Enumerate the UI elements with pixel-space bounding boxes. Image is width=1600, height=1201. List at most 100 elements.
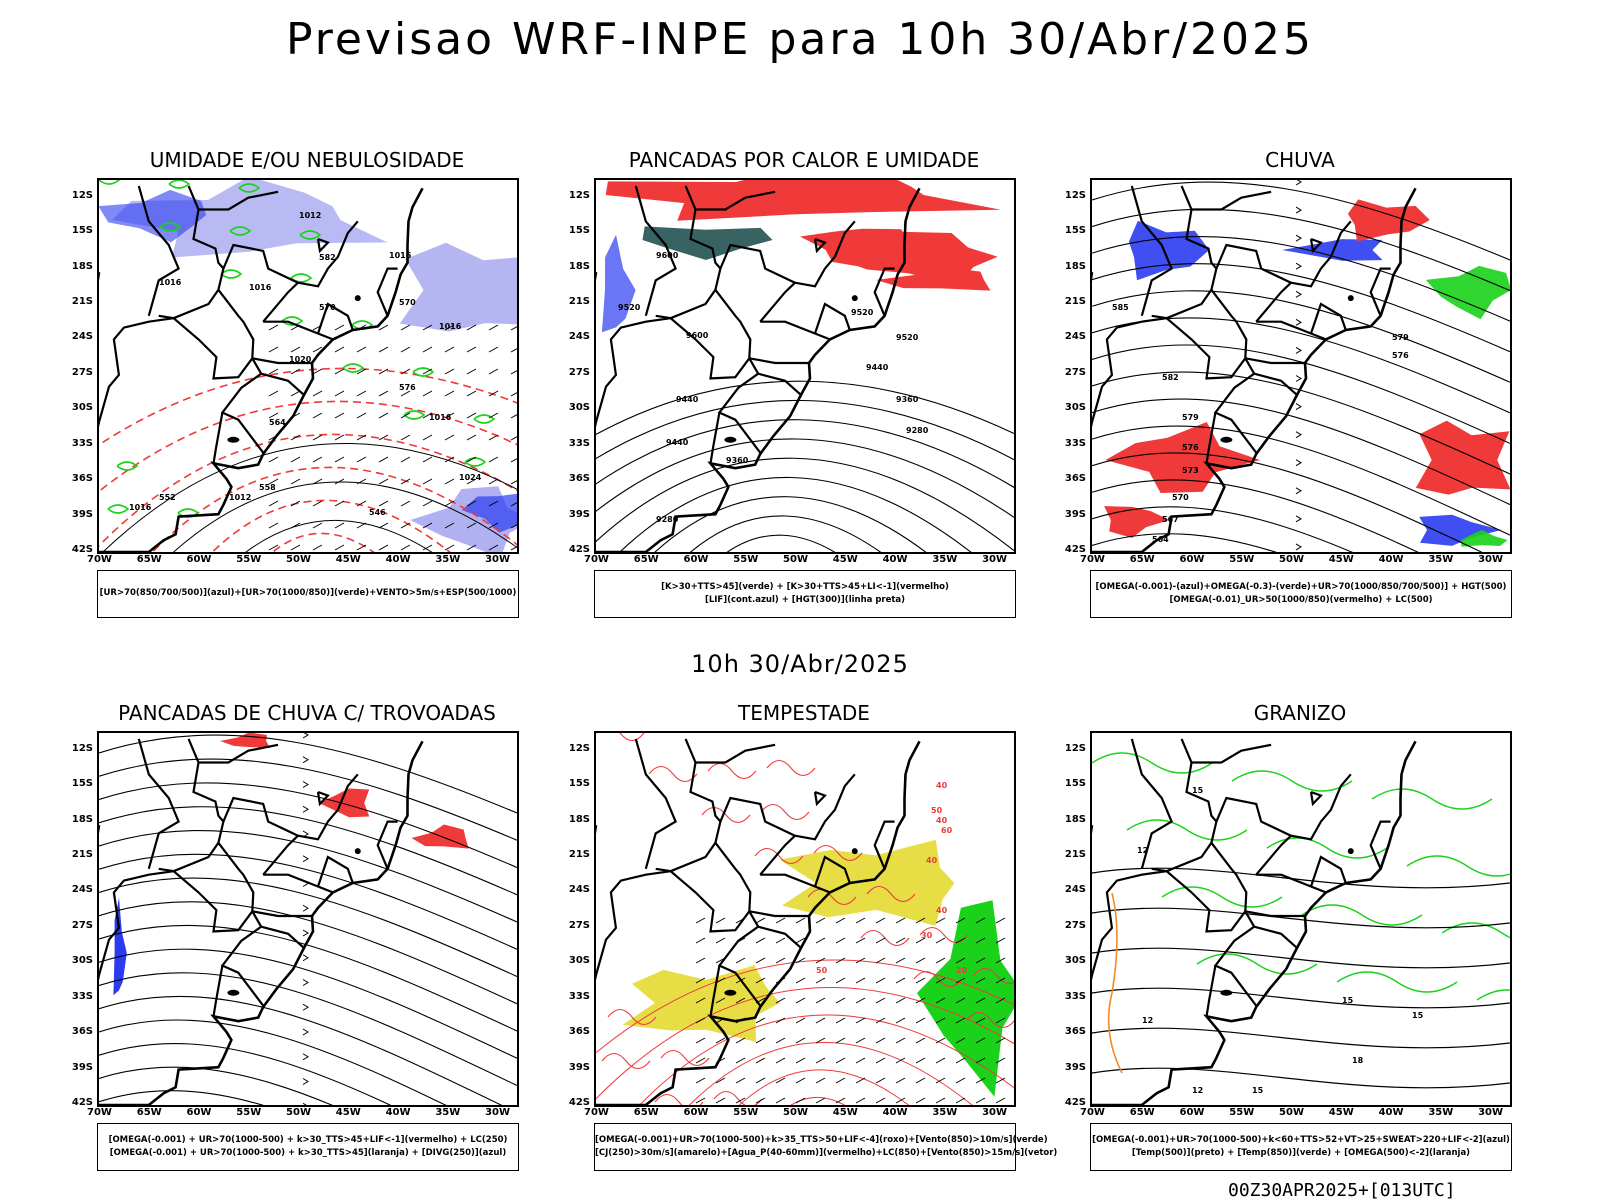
contour-label: 12 [1192, 1086, 1203, 1095]
lon-tick-label: 30W [982, 1107, 1008, 1118]
lon-tick-label: 40W [1378, 554, 1404, 565]
lat-tick-label: 24S [568, 331, 590, 343]
legend-tempestade: [OMEGA(-0.001)+UR>70(1000-500)+k>35_TTS>… [594, 1123, 1057, 1171]
lon-tick-label: 55W [1229, 1107, 1255, 1118]
lon-tick-label: 70W [1080, 554, 1105, 565]
lat-tick-label: 15S [1064, 778, 1086, 790]
lat-tick-label: 15S [71, 778, 93, 790]
lon-tick-label: 45W [832, 554, 858, 565]
lon-tick-label: 45W [1328, 1107, 1354, 1118]
lon-tick-label: 40W [385, 554, 411, 565]
lat-tick-label: 36S [71, 473, 93, 485]
lat-tick-label: 24S [568, 884, 590, 896]
map-granizo: 15 12 15 12 15 18 12 15 [1090, 731, 1512, 1107]
map-canvas: 9600 9520 9600 9520 9440 9440 9360 9520 9280 9360… [596, 180, 1014, 552]
footer-timestamp: 00Z30APR2025+[013UTC] [1228, 1180, 1456, 1201]
contour-label: 1016 [389, 251, 412, 260]
contour-label: 40 [936, 816, 948, 825]
lat-tick-label: 39S [1064, 1061, 1086, 1073]
lat-tick-label: 42S [568, 544, 590, 555]
lon-tick-label: 70W [87, 1107, 112, 1118]
lat-tick-label: 42S [1064, 544, 1086, 555]
lon-tick-label: 45W [832, 1107, 858, 1118]
map-canvas: 585 582 579 576 573 570 567 564 579 576 [1092, 180, 1510, 552]
lat-tick-label: 36S [71, 1026, 93, 1038]
contour-label: 9280 [906, 426, 929, 435]
legend-pancadas-por-calor-e-umidade: [K>30+TTS>45](verde) + [K>30+TTS>45+LI<-… [594, 570, 1016, 618]
lat-tick-label: 18S [71, 260, 93, 272]
contour-label: 9280 [656, 515, 679, 524]
contour-label: 579 [1182, 413, 1199, 422]
contour-label: 1024 [459, 473, 482, 482]
lat-tick-label: 39S [568, 508, 590, 520]
lat-tick-label: 24S [71, 884, 93, 896]
lon-tick-label: 60W [683, 1107, 709, 1118]
lon-tick-label: 55W [733, 1107, 759, 1118]
lat-tick-label: 12S [71, 742, 93, 754]
legend-line: [K>30+TTS>45](verde) + [K>30+TTS>45+LI<-… [661, 582, 949, 592]
lat-tick-label: 21S [568, 296, 590, 307]
legend-line: [OMEGA(-0.001) + UR>70(1000-500) + k>30_… [108, 1135, 508, 1145]
lon-tick-label: 50W [1279, 1107, 1304, 1118]
lat-tick-label: 24S [71, 331, 93, 343]
panel-title-pancadas-de-chuva-c-trovoadas: PANCADAS DE CHUVA C/ TROVOADAS [118, 701, 496, 725]
lon-tick-label: 30W [1478, 554, 1504, 565]
contour-label: 1016 [439, 322, 462, 331]
map-pancadas-por-calor-e-umidade: 9600 9520 9600 9520 9440 9440 9360 9520 9280 9360… [594, 178, 1016, 554]
lat-tick-label: 27S [1064, 366, 1086, 378]
lat-tick-label: 27S [71, 366, 93, 378]
contour-label: 9520 [618, 303, 641, 312]
contour-label: 50 [816, 966, 828, 975]
panel-title-pancadas-por-calor-e-umidade: PANCADAS POR CALOR E UMIDADE [628, 148, 980, 172]
lon-tick-label: 65W [1129, 1107, 1155, 1118]
contour-label: 1012 [299, 211, 321, 220]
contour-label: 552 [159, 493, 176, 502]
lon-tick-label: 65W [136, 554, 162, 565]
lat-tick-label: 21S [71, 296, 93, 307]
lon-tick-label: 40W [385, 1107, 411, 1118]
lon-tick-label: 70W [584, 554, 609, 565]
lat-tick-label: 33S [568, 437, 590, 449]
lon-tick-label: 60W [1179, 554, 1205, 565]
lon-tick-label: 30W [485, 1107, 511, 1118]
contour-label: 1012 [229, 493, 251, 502]
contour-label: 564 [1152, 535, 1169, 544]
lon-tick-label: 55W [236, 554, 262, 565]
map-canvas: 15 12 15 12 15 18 12 15 [1092, 738, 1510, 1105]
lat-tick-label: 36S [568, 473, 590, 485]
lon-tick-label: 65W [136, 1107, 162, 1118]
lat-tick-label: 12S [1064, 189, 1086, 201]
lon-tick-label: 35W [1428, 1107, 1454, 1118]
lon-tick-label: 35W [435, 554, 461, 565]
lat-tick-label: 21S [71, 849, 93, 860]
lat-tick-label: 12S [568, 742, 590, 754]
lat-tick-label: 30S [1064, 402, 1086, 414]
lon-tick-label: 60W [683, 554, 709, 565]
lat-tick-label: 42S [71, 1097, 93, 1108]
lon-tick-label: 50W [783, 1107, 808, 1118]
lat-tick-label: 18S [1064, 813, 1086, 825]
contour-label: 570 [399, 298, 416, 307]
lat-tick-label: 30S [568, 402, 590, 414]
contour-label: 20 [956, 966, 968, 975]
lat-tick-label: 36S [568, 1026, 590, 1038]
lat-tick-label: 15S [568, 778, 590, 790]
contour-label: 1016 [249, 283, 272, 292]
legend-line: [Temp(500)](preto) + [Temp(850)](verde) … [1131, 1148, 1471, 1158]
contour-label: 570 [319, 303, 336, 312]
contour-label: 9440 [666, 438, 689, 447]
contour-label: 1020 [289, 355, 312, 364]
lon-tick-label: 50W [286, 554, 311, 565]
lon-tick-label: 35W [932, 1107, 958, 1118]
legend-line: [OMEGA(-0.001) + UR>70(1000-500) + k>30_… [109, 1148, 507, 1158]
lon-tick-label: 40W [1378, 1107, 1404, 1118]
lat-tick-label: 33S [568, 990, 590, 1002]
lat-tick-label: 18S [568, 260, 590, 272]
contour-label: 12 [1137, 846, 1148, 855]
lon-tick-label: 30W [1478, 1107, 1504, 1118]
lat-tick-label: 42S [71, 544, 93, 555]
lat-tick-label: 39S [1064, 508, 1086, 520]
lat-tick-label: 18S [1064, 260, 1086, 272]
contour-label: 585 [1112, 303, 1129, 312]
lat-tick-label: 18S [71, 813, 93, 825]
